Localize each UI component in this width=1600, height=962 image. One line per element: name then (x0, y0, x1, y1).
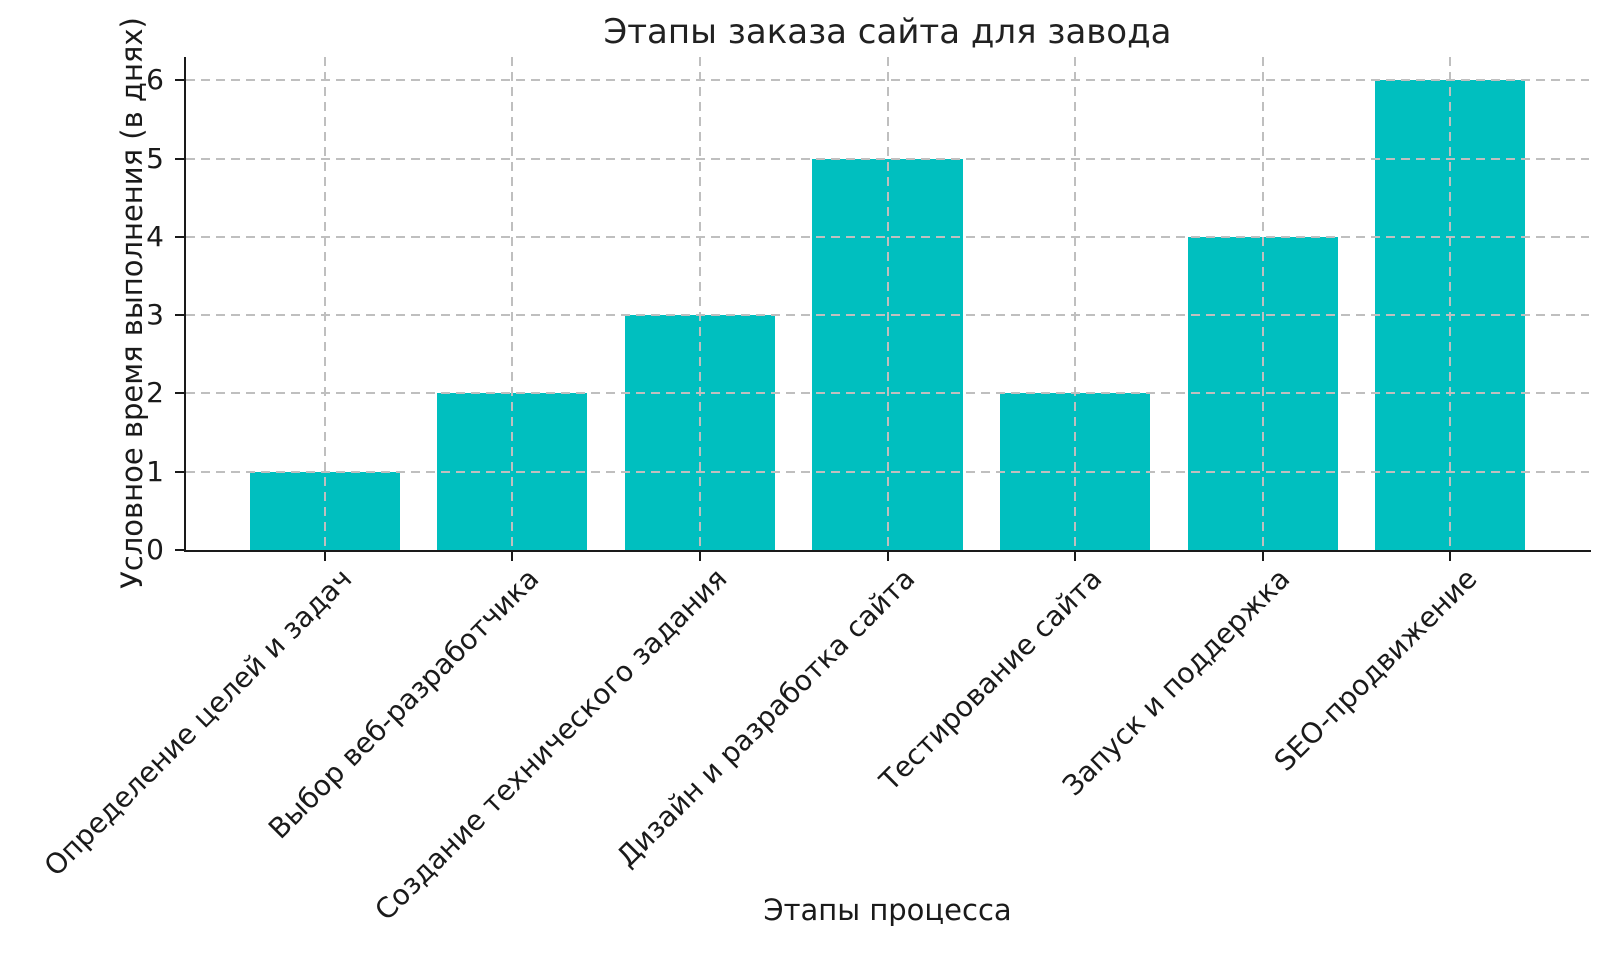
gridline-vertical-1 (511, 57, 514, 550)
gridline-vertical-0 (323, 57, 326, 550)
x-tick-5 (1261, 552, 1264, 561)
y-tick-5 (175, 157, 184, 160)
gridline-vertical-5 (1261, 57, 1264, 550)
x-tick-label-2: Создание технического задания (368, 562, 734, 928)
y-tick-1 (175, 470, 184, 473)
chart-title: Этапы заказа сайта для завода (603, 12, 1172, 52)
x-tick-label-3: Дизайн и разработка сайта (609, 562, 921, 874)
y-tick-3 (175, 314, 184, 317)
y-tick-label-4: 4 (146, 219, 164, 253)
x-tick-0 (323, 552, 326, 561)
y-tick-label-1: 1 (146, 454, 164, 488)
x-tick-6 (1449, 552, 1452, 561)
x-tick-1 (511, 552, 514, 561)
x-tick-2 (698, 552, 701, 561)
gridline-vertical-3 (886, 57, 889, 550)
y-tick-label-5: 5 (146, 141, 164, 175)
y-tick-label-2: 2 (146, 376, 164, 410)
x-tick-3 (886, 552, 889, 561)
y-tick-0 (175, 549, 184, 551)
x-tick-4 (1074, 552, 1077, 561)
y-axis-spine (184, 57, 186, 552)
y-tick-4 (175, 235, 184, 238)
gridline-vertical-2 (698, 57, 701, 550)
x-axis-spine (184, 550, 1591, 552)
gridline-vertical-6 (1449, 57, 1452, 550)
y-tick-label-0: 0 (146, 533, 164, 566)
plot-area: 0 1 2 3 4 5 6 Определение целей и задач Выбор ве… (38, 57, 1591, 927)
x-axis-label: Этапы процесса (763, 893, 1012, 927)
y-tick-6 (175, 79, 184, 82)
x-tick-label-0: Определение целей и задач (37, 562, 359, 883)
y-tick-label-3: 3 (146, 298, 164, 332)
y-tick-label-6: 6 (146, 63, 164, 97)
x-tick-label-6: SEO-продвижение (1267, 562, 1484, 778)
y-tick-2 (175, 392, 184, 395)
gridline-vertical-4 (1074, 57, 1077, 550)
